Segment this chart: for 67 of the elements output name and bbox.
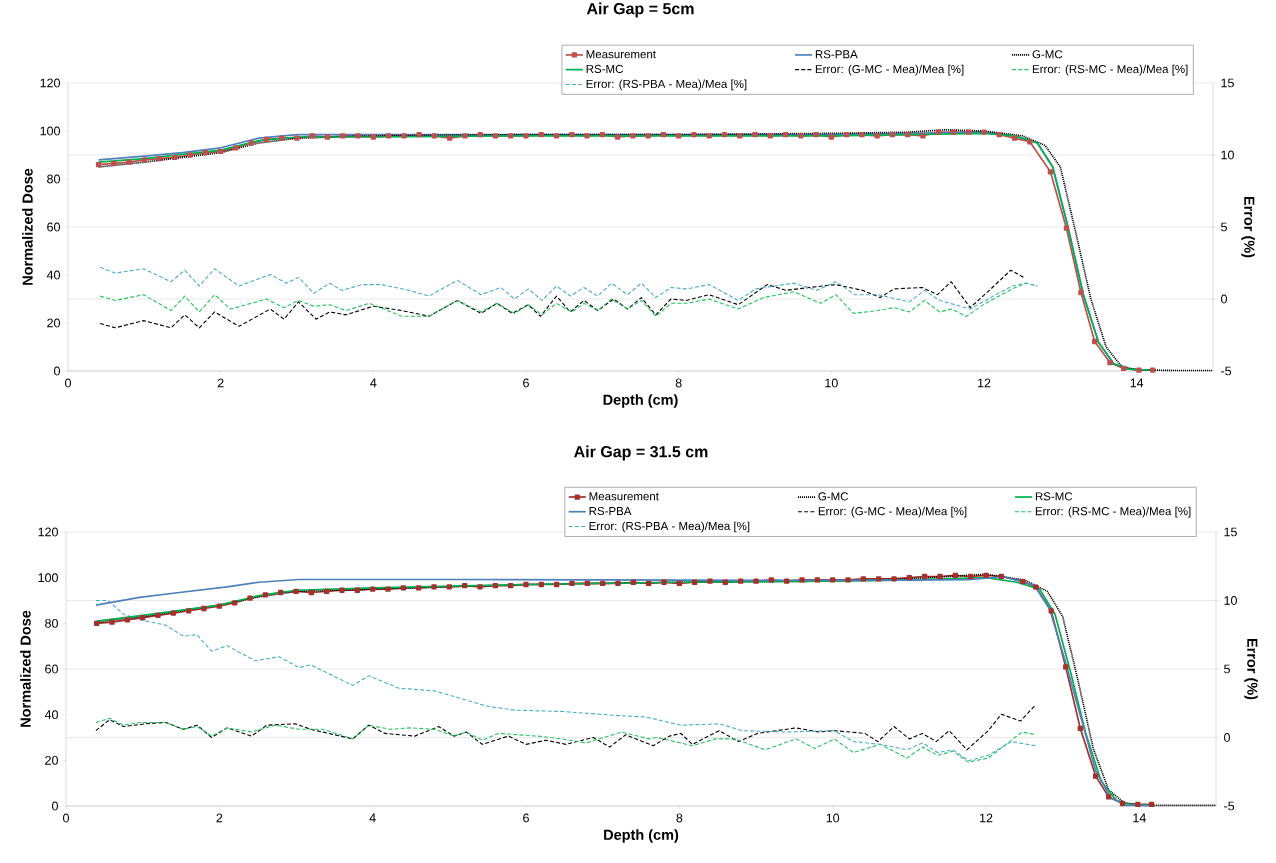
y-tick-label: 120 (40, 78, 60, 88)
y2-tick-label: 10 (1224, 596, 1237, 605)
line-series (95, 717, 1037, 763)
y2-tick-label: -5 (1221, 366, 1232, 376)
legend-label: RS-MC (586, 64, 623, 73)
y2-tick-label: 15 (1224, 527, 1237, 537)
y-tick-label: 20 (47, 318, 60, 328)
line-series (99, 266, 1038, 310)
y-tick-label: 0 (52, 801, 58, 811)
y-tick-label: 40 (46, 270, 60, 280)
y2-tick-label: 0 (1224, 733, 1230, 742)
legend-label: Measurement (589, 492, 659, 501)
legend-label: RS-PBA (589, 506, 632, 516)
y2-tick-label: 15 (1221, 78, 1234, 88)
legend-label: Error: (G-MC - Mea)/Mea [%] (815, 64, 964, 76)
line-series (99, 269, 1025, 329)
y-tick-label: 60 (47, 222, 60, 232)
legend-label: Error: (RS-MC - Mea)/Mea [%] (1035, 506, 1191, 518)
y-tick-label: 0 (54, 366, 60, 376)
y-tick-label: 80 (47, 174, 60, 184)
x-tick-label: 4 (370, 378, 377, 388)
y2-tick-label: 10 (1221, 150, 1234, 160)
y-tick-label: 120 (38, 527, 58, 537)
x-tick-label: 14 (1133, 813, 1146, 823)
x-tick-label: 8 (675, 378, 682, 388)
y-axis-title: Normalized Dose (22, 168, 33, 285)
y-tick-label: 100 (38, 573, 58, 583)
y-tick-label: 80 (45, 618, 58, 628)
legend-label: G-MC (1032, 50, 1063, 59)
x-tick-label: 2 (216, 813, 223, 823)
y2-axis-title: Error (%) (1241, 196, 1255, 258)
y-tick-label: 20 (45, 755, 58, 765)
y2-tick-label: 5 (1221, 222, 1227, 232)
x-tick-label: 12 (980, 813, 993, 823)
x-tick-label: 10 (825, 378, 838, 388)
legend-label: Error: (G-MC - Mea)/Mea [%] (818, 506, 967, 518)
x-tick-label: 4 (369, 813, 376, 823)
legend-label: Error: (RS-MC - Mea)/Mea [%] (1032, 64, 1188, 76)
chart-title: Air Gap = 31.5 cm (574, 445, 708, 461)
x-tick-label: 6 (523, 813, 529, 823)
chart-title: Air Gap = 5cm (586, 2, 694, 18)
legend-label: RS-MC (1035, 492, 1073, 501)
x-tick-label: 12 (978, 378, 991, 388)
y-tick-label: 100 (40, 126, 60, 136)
x-tick-label: 14 (1130, 378, 1144, 388)
y-tick-label: 40 (44, 710, 58, 720)
legend-label: RS-PBA (815, 50, 858, 59)
legend-label: Error: (RS-PBA - Mea)/Mea [%] (586, 79, 747, 91)
legend-label: Error: (RS-PBA - Mea)/Mea [%] (589, 521, 750, 533)
y2-axis-title: Error (%) (1244, 638, 1258, 700)
x-tick-label: 0 (65, 378, 71, 388)
y2-tick-label: 5 (1224, 664, 1230, 674)
x-tick-label: 6 (523, 378, 529, 388)
x-tick-label: 2 (217, 378, 224, 388)
y2-tick-label: -5 (1224, 801, 1235, 811)
legend-label: Measurement (586, 50, 656, 59)
x-tick-label: 0 (63, 813, 69, 823)
x-axis-title: Depth (cm) (603, 394, 678, 408)
y-axis-title: Normalized Dose (20, 610, 31, 727)
legend-label: G-MC (818, 492, 849, 501)
x-tick-label: 10 (826, 813, 840, 823)
line-series (95, 704, 1037, 751)
y2-tick-label: 0 (1221, 294, 1227, 304)
line-series (95, 599, 1037, 762)
x-tick-label: 8 (676, 813, 683, 823)
x-axis-title: Depth (cm) (604, 829, 679, 843)
y-tick-label: 60 (45, 664, 58, 674)
